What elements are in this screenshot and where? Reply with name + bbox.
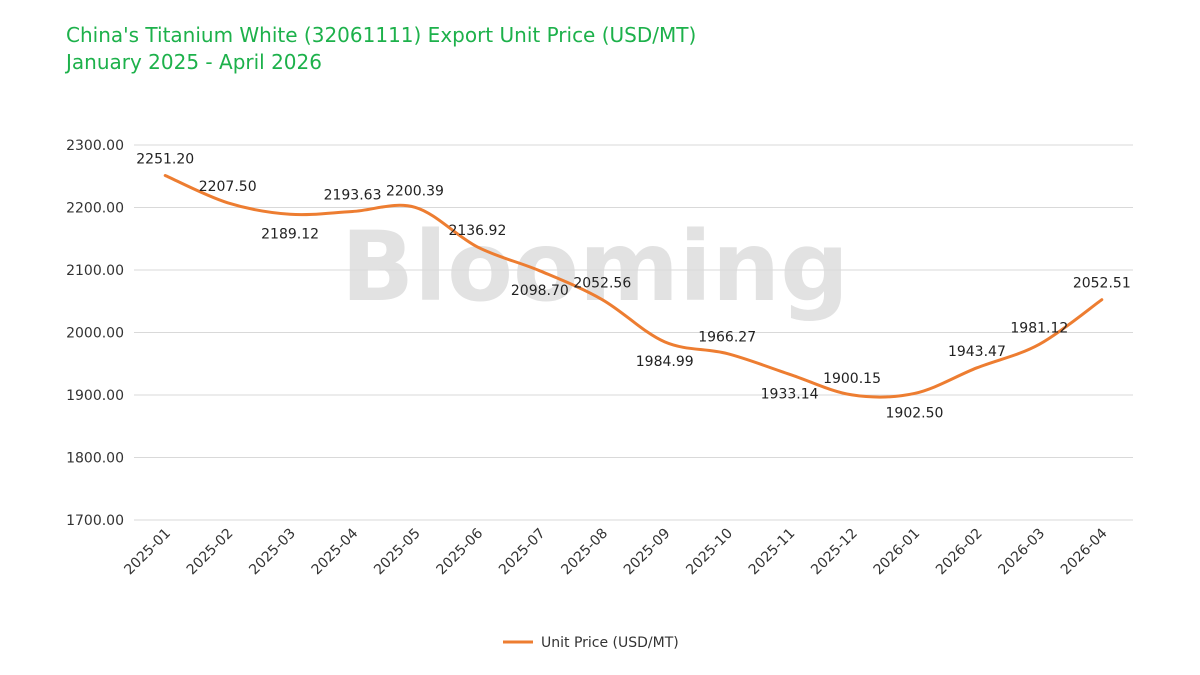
data-label: 2200.39: [386, 183, 444, 199]
y-tick-label: 1800.00: [66, 451, 124, 467]
data-label: 1902.50: [886, 405, 944, 421]
data-label: 1966.27: [698, 330, 756, 346]
chart-subtitle: January 2025 - April 2026: [66, 50, 322, 74]
x-tick-label: 2025-12: [808, 526, 861, 579]
data-label: 2189.12: [261, 226, 319, 242]
data-label: 1984.99: [636, 354, 694, 370]
y-tick-label: 2200.00: [66, 201, 124, 217]
legend: Unit Price (USD/MT): [503, 635, 679, 651]
y-tick-label: 1900.00: [66, 388, 124, 404]
x-tick-label: 2025-06: [434, 525, 487, 578]
x-tick-label: 2025-04: [309, 525, 362, 578]
data-labels: 2251.20 2207.50 2189.12 2193.63 2200.39 2136.…: [136, 152, 1130, 422]
data-label: 1900.15: [823, 371, 881, 387]
x-tick-label: 2025-09: [621, 526, 674, 579]
data-label: 2207.50: [199, 179, 257, 195]
y-axis-ticks: 1700.00 1800.00 1900.00 2000.00 2100.00 2200.…: [66, 138, 124, 529]
watermark-text: Blooming: [341, 211, 849, 323]
y-tick-label: 2000.00: [66, 326, 124, 342]
x-tick-label: 2026-04: [1058, 525, 1111, 578]
data-label: 2052.51: [1073, 276, 1131, 292]
legend-label: Unit Price (USD/MT): [541, 635, 679, 651]
series-line-unit-price: [163, 174, 1104, 399]
data-label: 1943.47: [948, 344, 1006, 360]
data-label: 2136.92: [448, 223, 506, 239]
gridlines: [134, 144, 1133, 521]
x-tick-label: 2025-11: [746, 526, 799, 579]
chart-title-block: China's Titanium White (32061111) Export…: [66, 22, 696, 76]
x-axis-ticks: 2025-01 2025-02 2025-03 2025-04 2025-05 2025-…: [121, 525, 1110, 578]
data-label: 2098.70: [511, 283, 569, 299]
x-tick-label: 2026-01: [871, 526, 924, 579]
x-tick-label: 2025-08: [558, 526, 611, 579]
data-label: 1981.12: [1010, 320, 1068, 336]
data-label: 1933.14: [761, 386, 819, 402]
x-tick-label: 2025-02: [184, 526, 237, 579]
data-label: 2193.63: [324, 187, 382, 203]
x-tick-label: 2026-02: [933, 526, 986, 579]
data-label: 2251.20: [136, 152, 194, 168]
data-label: 2052.56: [573, 276, 631, 292]
x-tick-label: 2025-03: [246, 526, 299, 579]
y-tick-label: 2300.00: [66, 138, 124, 154]
x-tick-label: 2025-01: [121, 526, 174, 579]
x-tick-label: 2026-03: [995, 526, 1048, 579]
x-tick-label: 2025-10: [683, 526, 736, 579]
x-tick-label: 2025-07: [496, 526, 549, 579]
y-tick-label: 1700.00: [66, 513, 124, 529]
y-tick-label: 2100.00: [66, 263, 124, 279]
x-tick-label: 2025-05: [371, 526, 424, 579]
chart-title: China's Titanium White (32061111) Export…: [66, 23, 697, 47]
